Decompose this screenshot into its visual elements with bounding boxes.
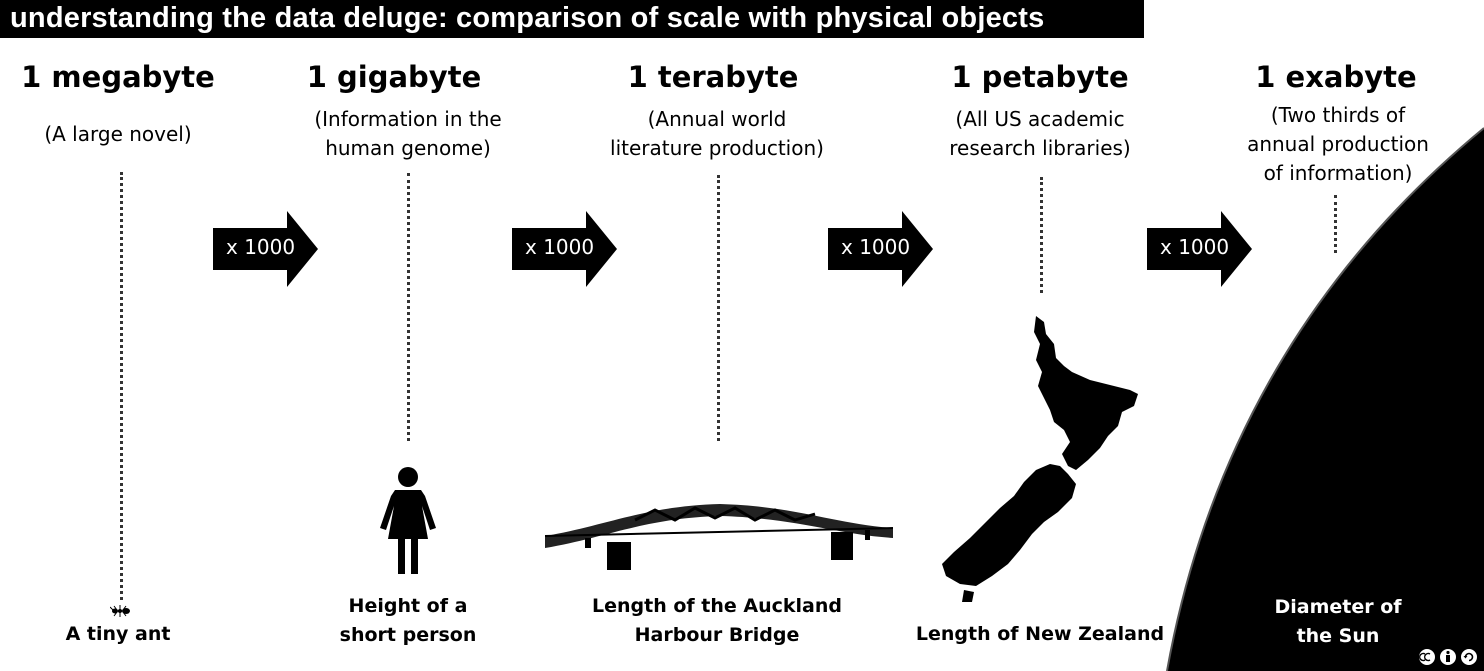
object-caption: Length of the Auckland Harbour Bridge	[557, 592, 877, 650]
object-caption: Length of New Zealand	[880, 620, 1200, 649]
object-caption: Diameter of the Sun	[1178, 593, 1484, 651]
dotted-connector	[1040, 177, 1043, 293]
caption-line: Length of the Auckland	[592, 595, 842, 617]
caption-line: Diameter of	[1274, 596, 1402, 618]
description-line: (Annual world	[647, 107, 787, 131]
dotted-connector	[120, 172, 123, 600]
unit-description: (A large novel)	[0, 120, 278, 149]
multiplier-arrow: x 1000	[512, 211, 617, 287]
description-line: research libraries)	[949, 136, 1131, 160]
multiplier-arrow: x 1000	[828, 211, 933, 287]
unit-label: 1 terabyte	[627, 60, 799, 94]
dotted-connector	[1334, 195, 1337, 253]
multiplier-arrow: x 1000	[213, 211, 318, 287]
person-icon	[380, 467, 436, 574]
description-line: (Two thirds of	[1270, 103, 1406, 127]
diagram-title: understanding the data deluge: compariso…	[10, 2, 1045, 34]
caption-line: Height of a	[348, 595, 468, 617]
unit-label: 1 gigabyte	[306, 60, 482, 94]
caption-line: Harbour Bridge	[634, 624, 800, 646]
ant-icon	[110, 605, 130, 617]
description-line: (Information in the	[314, 107, 502, 131]
unit-description: (All US academic research libraries)	[880, 105, 1200, 163]
description-line: human genome)	[325, 136, 491, 160]
object-caption: A tiny ant	[0, 620, 278, 649]
caption-line: the Sun	[1296, 625, 1380, 647]
description-line: of information)	[1263, 161, 1413, 185]
bridge-icon	[545, 504, 893, 570]
unit-description: (Information in the human genome)	[248, 105, 568, 163]
multiplier-label: x 1000	[226, 235, 296, 259]
unit-label: 1 megabyte	[21, 60, 215, 94]
creative-commons-by-sa-icon	[1417, 647, 1479, 667]
new-zealand-map-icon	[942, 316, 1138, 602]
caption-line: short person	[339, 624, 477, 646]
description-line: (All US academic	[955, 107, 1125, 131]
unit-label: 1 petabyte	[951, 60, 1129, 94]
unit-description: (Annual world literature production)	[557, 105, 877, 163]
object-caption: Height of a short person	[248, 592, 568, 650]
multiplier-label: x 1000	[525, 235, 595, 259]
description-line: annual production	[1247, 132, 1429, 156]
caption-line: Length of New Zealand	[915, 623, 1165, 645]
multiplier-label: x 1000	[841, 235, 911, 259]
description-line: literature production)	[610, 136, 824, 160]
caption-line: A tiny ant	[65, 623, 171, 645]
unit-label: 1 exabyte	[1255, 60, 1417, 94]
dotted-connector	[407, 173, 410, 441]
multiplier-arrow: x 1000	[1147, 211, 1252, 287]
description-line: (A large novel)	[44, 122, 192, 146]
unit-description: (Two thirds of annual production of info…	[1178, 101, 1484, 188]
multiplier-label: x 1000	[1160, 235, 1230, 259]
dotted-connector	[717, 175, 720, 441]
title-bar: understanding the data deluge: compariso…	[0, 0, 1144, 38]
